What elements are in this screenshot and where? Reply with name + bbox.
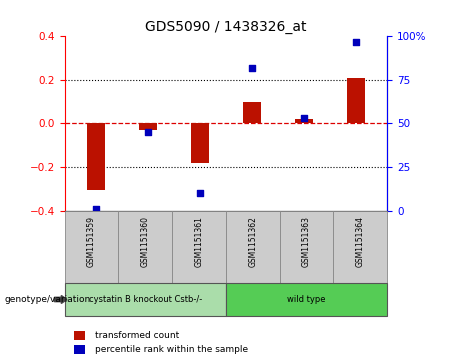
Point	[300, 115, 307, 121]
Text: percentile rank within the sample: percentile rank within the sample	[95, 345, 248, 354]
Text: GSM1151361: GSM1151361	[195, 216, 203, 267]
Text: GSM1151362: GSM1151362	[248, 216, 257, 267]
Bar	[347, 78, 365, 123]
Bar	[139, 123, 157, 130]
Point	[248, 65, 255, 70]
Text: GSM1151364: GSM1151364	[356, 216, 365, 267]
Bar	[87, 123, 105, 190]
Text: GSM1151359: GSM1151359	[87, 216, 96, 267]
Text: transformed count: transformed count	[95, 331, 179, 340]
Bar	[243, 102, 261, 123]
Title: GDS5090 / 1438326_at: GDS5090 / 1438326_at	[145, 20, 307, 34]
Point	[92, 206, 100, 212]
Point	[352, 38, 360, 44]
Point	[144, 129, 152, 135]
Point	[196, 190, 204, 196]
Bar	[191, 123, 209, 163]
Bar	[295, 119, 313, 123]
Text: GSM1151363: GSM1151363	[302, 216, 311, 267]
Text: GSM1151360: GSM1151360	[141, 216, 150, 267]
Text: wild type: wild type	[287, 295, 326, 304]
Text: genotype/variation: genotype/variation	[5, 295, 91, 304]
Text: cystatin B knockout Cstb-/-: cystatin B knockout Cstb-/-	[89, 295, 202, 304]
